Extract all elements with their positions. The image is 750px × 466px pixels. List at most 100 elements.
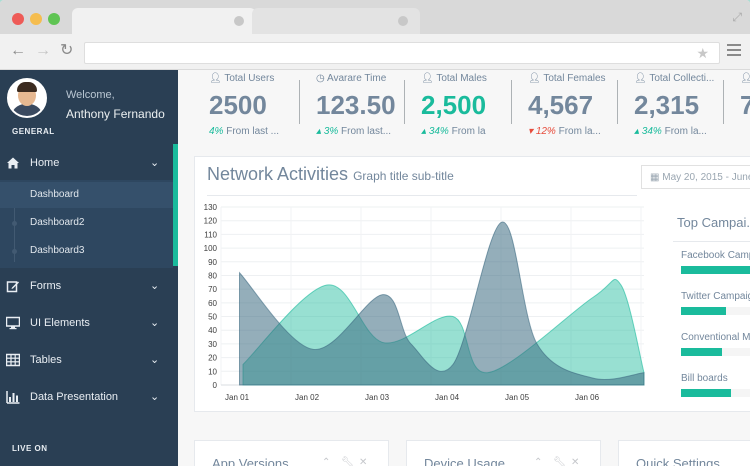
stat-suffix: From last ... bbox=[226, 126, 280, 137]
browser-menu-icon[interactable] bbox=[727, 44, 741, 59]
wrench-icon[interactable]: 🔧︎ bbox=[553, 457, 566, 466]
y-tick-label: 90 bbox=[208, 258, 217, 267]
sidebar-item-tables[interactable]: Tables ⌄ bbox=[0, 347, 173, 373]
device-usage-panel: Device Usage ⌃ 🔧︎ ✕ bbox=[406, 440, 601, 466]
browser-tab-active[interactable] bbox=[72, 8, 256, 34]
tab-close-icon[interactable] bbox=[234, 16, 244, 26]
stat-title: Total Females bbox=[543, 73, 606, 84]
submenu-item-dashboard3[interactable]: Dashboard3 bbox=[0, 238, 173, 264]
stat-suffix: From la... bbox=[664, 126, 707, 137]
desktop-icon bbox=[5, 316, 21, 330]
tab-close-icon[interactable] bbox=[398, 16, 408, 26]
panel-title: Device Usage bbox=[424, 456, 505, 466]
bookmark-star-icon[interactable]: ★ bbox=[696, 45, 709, 61]
date-range-value: May 20, 2015 - June 18, 2015 bbox=[662, 172, 750, 183]
campaign-progress-track bbox=[681, 389, 750, 397]
active-menu-indicator bbox=[173, 144, 178, 266]
y-tick-label: 30 bbox=[208, 340, 217, 349]
avatar[interactable] bbox=[7, 78, 47, 118]
network-chart: 0 10 20 30 40 50 60 70 80 90 100 110 120 130 Jan 01 Jan… bbox=[204, 203, 645, 402]
y-tick-label: 50 bbox=[208, 313, 217, 322]
sidebar: GENERAL Welcome, Anthony Fernando Home ⌄… bbox=[0, 70, 178, 466]
y-tick-label: 120 bbox=[204, 217, 218, 226]
edit-icon bbox=[6, 279, 20, 293]
sidebar-item-label: Data Presentation bbox=[30, 391, 119, 403]
submenu-item-label: Dashboard2 bbox=[30, 217, 85, 228]
chevron-up-icon[interactable]: ⌃ bbox=[322, 457, 331, 466]
main-content: 👤︎ Total Users 2500 4% From last ... ◷ Avar… bbox=[178, 70, 750, 466]
y-tick-label: 100 bbox=[204, 244, 218, 253]
stat-change: 12% bbox=[535, 126, 556, 137]
stat-divider bbox=[617, 80, 618, 124]
calendar-icon: ▦ bbox=[650, 172, 660, 183]
stat-value: 2,500 bbox=[421, 90, 487, 120]
date-range-picker[interactable]: ▦ May 20, 2015 - June 18, 2015 bbox=[641, 165, 750, 189]
maximize-window-button[interactable] bbox=[48, 13, 60, 25]
y-tick-label: 40 bbox=[208, 326, 217, 335]
network-activities-panel: Network Activities Graph title sub-title… bbox=[194, 156, 750, 412]
campaign-label: Facebook Campaign bbox=[681, 250, 750, 261]
campaign-progress-track bbox=[681, 266, 750, 274]
minimize-window-button[interactable] bbox=[30, 13, 42, 25]
y-tick-label: 110 bbox=[204, 230, 217, 239]
panel-title: App Versions bbox=[212, 456, 289, 466]
campaign-label: Conventional Media bbox=[681, 332, 750, 343]
chevron-up-icon[interactable]: ⌃ bbox=[534, 457, 543, 466]
panel-title: Quick Settings bbox=[636, 456, 720, 466]
bar-chart-icon bbox=[6, 390, 20, 404]
stat-title: Total Collecti... bbox=[649, 73, 715, 84]
expand-icon[interactable]: ⤢ bbox=[732, 10, 742, 24]
sidebar-item-label: Tables bbox=[30, 354, 62, 366]
sidebar-item-home[interactable]: Home ⌄ bbox=[0, 150, 173, 176]
network-title: Network Activities bbox=[207, 164, 349, 184]
y-tick-label: 70 bbox=[208, 285, 217, 294]
submenu-item-dashboard2[interactable]: Dashboard2 bbox=[0, 210, 173, 236]
stat-suffix: From last... bbox=[341, 126, 392, 137]
quick-settings-panel: Quick Settings bbox=[618, 440, 750, 466]
table-icon bbox=[5, 353, 21, 367]
trend-up-icon: ▴ bbox=[316, 126, 324, 137]
submenu-item-dashboard[interactable]: Dashboard bbox=[0, 182, 173, 208]
y-tick-label: 60 bbox=[208, 299, 217, 308]
section-live-label: LIVE ON bbox=[12, 444, 48, 453]
close-icon[interactable]: ✕ bbox=[571, 457, 580, 466]
forward-arrow-icon[interactable]: → bbox=[35, 42, 51, 59]
sidebar-item-data-presentation[interactable]: Data Presentation ⌄ bbox=[0, 384, 173, 410]
welcome-text: Welcome, bbox=[66, 89, 115, 101]
close-icon[interactable]: ✕ bbox=[359, 457, 368, 466]
y-tick-label: 130 bbox=[204, 203, 218, 212]
stat-value: 2,315 bbox=[634, 90, 700, 120]
stat-title: Total Males bbox=[436, 73, 487, 84]
sidebar-item-forms[interactable]: Forms ⌄ bbox=[0, 273, 173, 299]
back-arrow-icon[interactable]: ← bbox=[10, 42, 26, 59]
user-icon: 👤︎ bbox=[634, 73, 647, 84]
wrench-icon[interactable]: 🔧︎ bbox=[341, 457, 354, 466]
reload-icon[interactable]: ↻ bbox=[60, 42, 74, 59]
stat-change: 34% bbox=[641, 126, 662, 137]
profile-block: GENERAL Welcome, Anthony Fernando bbox=[0, 70, 178, 146]
stat-change: 4% bbox=[209, 126, 224, 137]
trend-down-icon: ▾ bbox=[528, 126, 536, 137]
stat-divider bbox=[404, 80, 405, 124]
stat-value: 123.50 bbox=[316, 90, 396, 120]
stat-suffix: From la bbox=[451, 126, 486, 137]
sidebar-item-label: UI Elements bbox=[30, 317, 90, 329]
close-window-button[interactable] bbox=[12, 13, 24, 25]
campaigns-title: Top Campai... bbox=[677, 215, 750, 230]
sidebar-item-label: Home bbox=[30, 157, 60, 169]
user-icon: 👤︎ bbox=[209, 73, 222, 84]
chevron-down-icon: ⌄ bbox=[150, 280, 160, 292]
stat-divider bbox=[723, 80, 724, 124]
network-subtitle: Graph title sub-title bbox=[353, 169, 454, 183]
y-tick-label: 20 bbox=[208, 354, 217, 363]
user-icon: 👤︎ bbox=[421, 73, 434, 84]
browser-tab-inactive[interactable] bbox=[252, 8, 420, 34]
campaign-progress-track bbox=[681, 307, 750, 315]
chevron-down-icon: ⌄ bbox=[150, 354, 160, 366]
user-icon: 👤︎ bbox=[740, 73, 750, 84]
address-bar[interactable]: ★ bbox=[84, 42, 720, 64]
stat-value: 7 bbox=[740, 90, 750, 120]
sidebar-item-ui-elements[interactable]: UI Elements ⌄ bbox=[0, 310, 173, 336]
campaign-label: Twitter Campaign bbox=[681, 291, 750, 302]
